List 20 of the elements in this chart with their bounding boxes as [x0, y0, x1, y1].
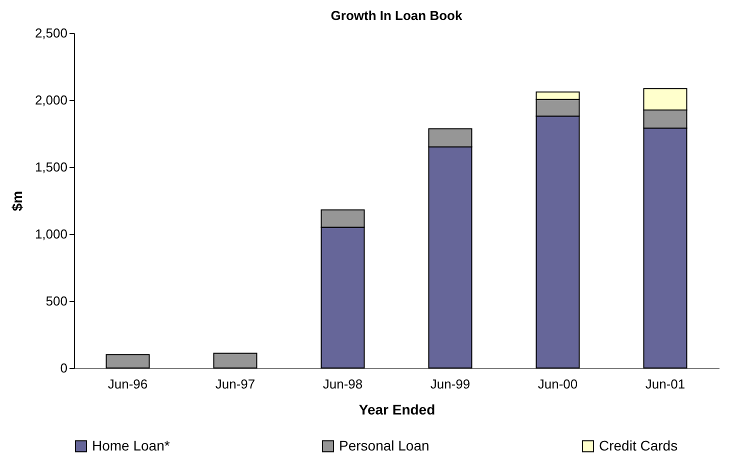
x-tick-label: Jun-00 — [538, 376, 578, 392]
y-tick-label: 1,500 — [34, 160, 68, 174]
x-tick-label: Jun-99 — [430, 376, 470, 392]
chart-title: Growth In Loan Book — [330, 8, 463, 23]
y-tick-label: 0 — [60, 360, 68, 376]
x-tick-label: Jun-97 — [215, 376, 256, 392]
y-axis-title: $m — [8, 190, 25, 212]
bar — [106, 354, 150, 368]
y-tick-label: 2,500 — [34, 26, 68, 40]
legend-label: Personal Loan — [339, 437, 430, 454]
legend-label: Credit Cards — [599, 437, 678, 454]
legend-label: Home Loan* — [92, 437, 170, 454]
x-axis-title: Year Ended — [358, 402, 436, 418]
y-tick-label: 2,000 — [34, 92, 68, 108]
x-tick-label: Jun-01 — [645, 376, 686, 392]
bar — [213, 352, 258, 368]
y-tick-label: 1,000 — [34, 226, 68, 242]
x-tick-label: Jun-96 — [108, 376, 148, 392]
y-tick-label: 500 — [46, 294, 68, 308]
x-tick-label: Jun-98 — [322, 376, 363, 392]
